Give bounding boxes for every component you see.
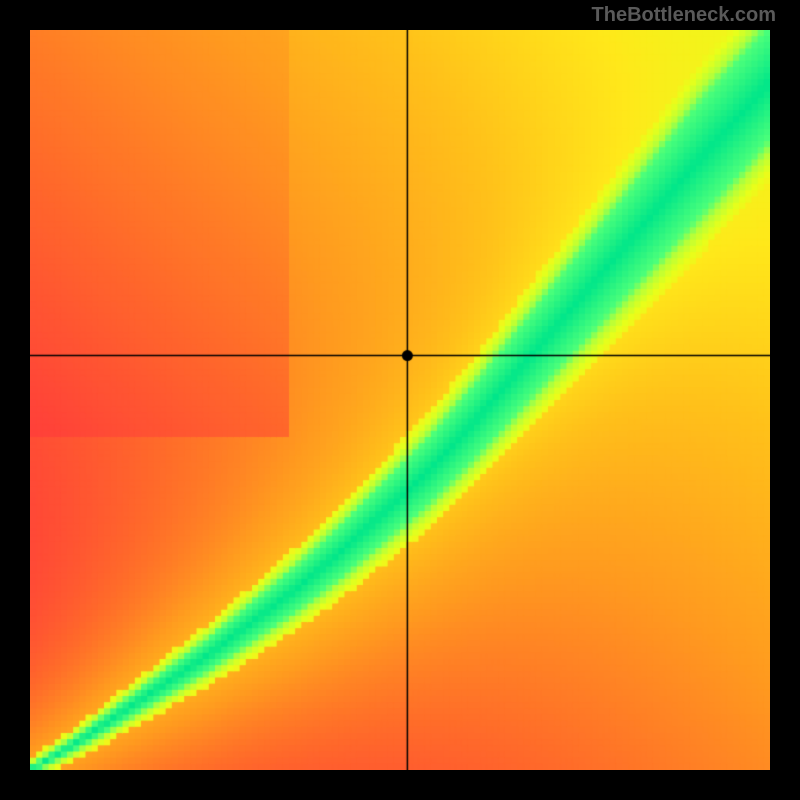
bottleneck-heatmap: [30, 30, 770, 770]
watermark-text: TheBottleneck.com: [592, 4, 776, 27]
